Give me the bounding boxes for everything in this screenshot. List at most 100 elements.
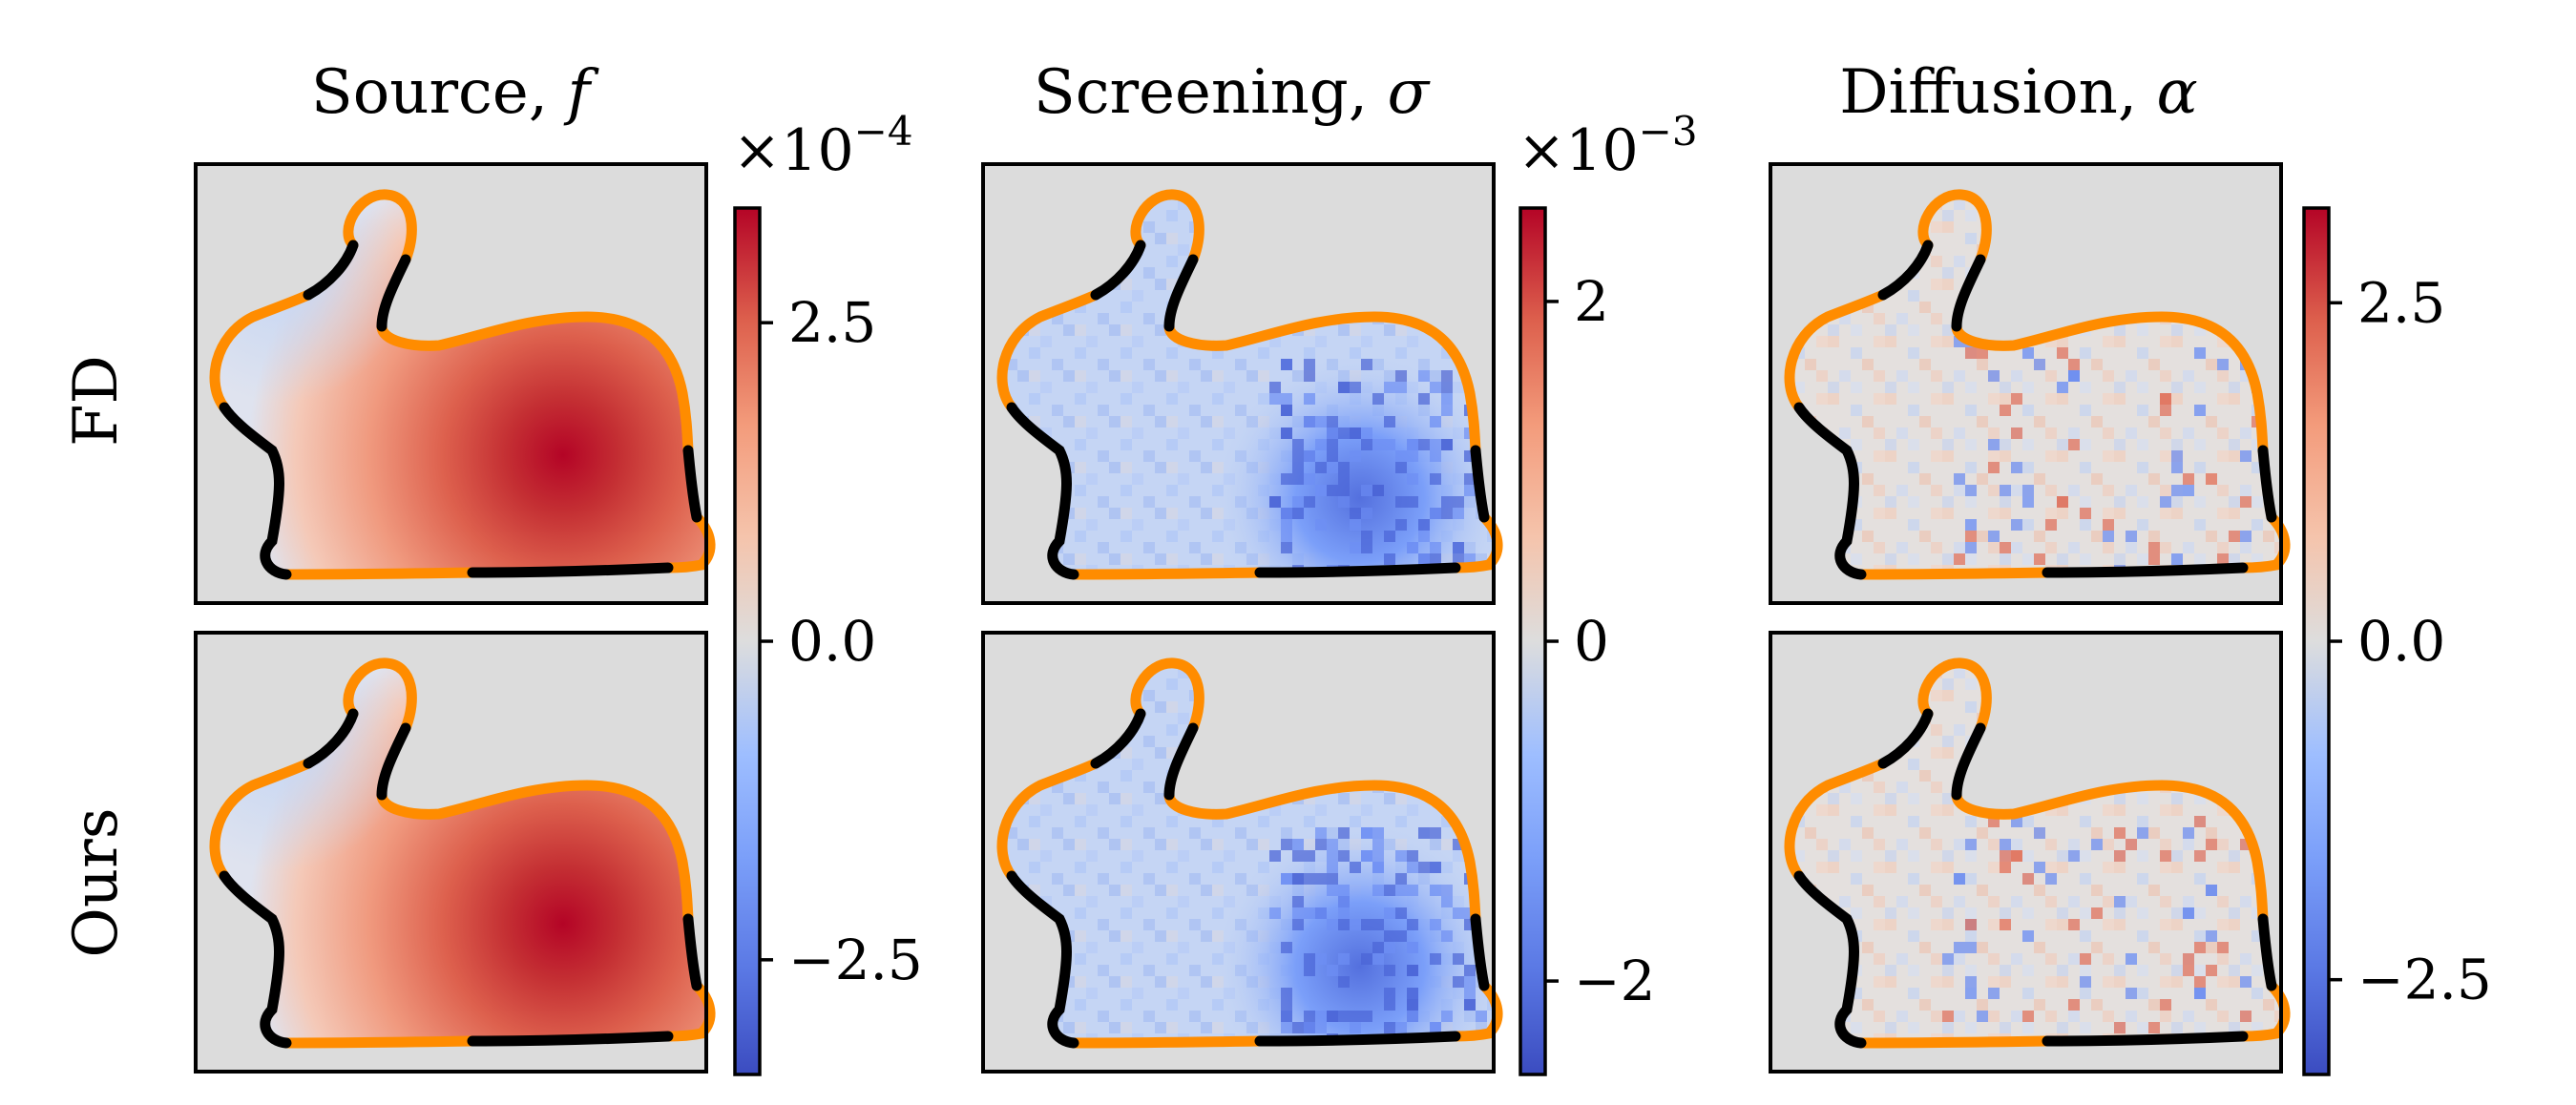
colorbar-gradient: [2304, 208, 2329, 1074]
panel-screening-fd: [981, 162, 1503, 605]
column-title-diffusion-symbol: α: [2157, 57, 2198, 128]
boundary-neumann-segment: [303, 240, 359, 301]
row-label-ours: Ours: [61, 807, 132, 957]
column-title-source-symbol: f: [563, 57, 599, 128]
bunny-boundary: [209, 657, 716, 1049]
boundary-neumann-segment: [2257, 913, 2277, 991]
boundary-neumann-segment: [1090, 708, 1146, 769]
colorbar-screening: 2 0 −2: [1518, 206, 1656, 1076]
boundary-neumann-segment: [376, 254, 411, 332]
colorbar-tick-label: −2: [1574, 949, 1656, 1013]
colorbars: 2.5 0.0 −2.5 2 0 −2 2.5 0.0 −2.5: [733, 206, 2492, 1076]
colorbar-tick-label: 0.0: [2357, 609, 2445, 674]
boundary-dirichlet-segment: [1068, 1035, 1266, 1049]
panel-source-ours: [194, 631, 716, 1074]
boundary-neumann-segment: [2257, 445, 2277, 523]
boundary-dirichlet-segment: [996, 289, 1101, 413]
boundary-neumann-segment: [1163, 722, 1199, 801]
column-title-diffusion: Diffusion, α: [1839, 57, 2197, 128]
column-title-screening-symbol: σ: [1387, 57, 1431, 128]
boundary-dirichlet-segment: [281, 567, 478, 580]
boundary-neumann-segment: [682, 913, 702, 991]
colorbar-diffusion: 2.5 0.0 −2.5: [2302, 206, 2492, 1076]
boundary-dirichlet-segment: [1130, 189, 1204, 265]
boundary-neumann-segment: [1090, 240, 1146, 301]
panel-frame: [194, 162, 708, 605]
colorbar-tick-label: −2.5: [2357, 948, 2492, 1012]
colorbar-tick-label: 2.5: [2357, 270, 2445, 335]
colorbar-tick-label: 0.0: [788, 609, 876, 674]
boundary-neumann-segment: [1951, 722, 1986, 801]
boundary-dirichlet-segment: [1951, 311, 2269, 456]
boundary-neumann-segment: [1163, 254, 1199, 332]
boundary-dirichlet-segment: [209, 289, 314, 413]
boundary-neumann-segment: [1006, 870, 1079, 1049]
boundary-dirichlet-segment: [1784, 289, 1889, 413]
boundary-dirichlet-segment: [376, 780, 694, 925]
column-title-diffusion-text: Diffusion,: [1839, 57, 2156, 128]
boundary-neumann-segment: [1793, 402, 1867, 580]
boundary-neumann-segment: [376, 722, 411, 801]
panel-frame: [1769, 631, 2283, 1074]
column-title-source: Source, f: [311, 57, 600, 128]
panel-source-fd: [194, 162, 716, 605]
boundary-dirichlet-segment: [1130, 657, 1204, 734]
multiplier-source-base: ×10: [733, 117, 854, 184]
boundary-neumann-segment: [2042, 562, 2249, 578]
boundary-neumann-segment: [219, 402, 292, 580]
boundary-dirichlet-segment: [1784, 758, 1889, 882]
boundary-dirichlet-segment: [1917, 189, 1992, 265]
boundary-neumann-segment: [1254, 562, 1461, 578]
colorbar-source: 2.5 0.0 −2.5: [733, 206, 923, 1076]
colorbar-gradient: [1520, 208, 1545, 1074]
boundary-neumann-segment: [219, 870, 292, 1049]
boundary-neumann-segment: [1951, 254, 1986, 332]
boundary-dirichlet-segment: [1163, 780, 1481, 925]
row-label-fd: FD: [61, 355, 132, 447]
boundary-dirichlet-segment: [343, 189, 417, 265]
boundary-dirichlet-segment: [376, 311, 694, 456]
boundary-neumann-segment: [1254, 1031, 1461, 1047]
colorbar-tick-label: 0: [1574, 609, 1609, 674]
bunny-boundary: [209, 189, 716, 580]
heatmap-field: [1002, 194, 1494, 574]
boundary-neumann-segment: [1006, 402, 1079, 580]
boundary-neumann-segment: [1877, 240, 1934, 301]
column-title-screening: Screening, σ: [1034, 57, 1432, 128]
multiplier-screening-base: ×10: [1518, 117, 1639, 184]
colorbar-tick-label: −2.5: [788, 928, 923, 992]
boundary-neumann-segment: [1877, 708, 1934, 769]
boundary-neumann-segment: [467, 562, 674, 578]
boundary-dirichlet-segment: [343, 657, 417, 734]
panel-frame: [1769, 162, 2283, 605]
multiplier-screening: ×10−3: [1518, 108, 1698, 184]
boundary-dirichlet-segment: [209, 758, 314, 882]
boundary-neumann-segment: [1793, 870, 1867, 1049]
boundary-neumann-segment: [1470, 913, 1490, 991]
boundary-dirichlet-segment: [1163, 311, 1481, 456]
boundary-dirichlet-segment: [1068, 567, 1266, 580]
boundary-dirichlet-segment: [1855, 567, 2053, 580]
panel-frame: [981, 631, 1496, 1074]
bunny-boundary: [1784, 657, 2291, 1049]
boundary-neumann-segment: [1470, 445, 1490, 523]
panel-screening-ours: [981, 631, 1503, 1074]
boundary-dirichlet-segment: [996, 758, 1101, 882]
heatmap-panels: [194, 162, 2291, 1074]
colorbar-gradient: [735, 208, 760, 1074]
column-title-screening-text: Screening,: [1034, 57, 1388, 128]
boundary-neumann-segment: [303, 708, 359, 769]
colorbar-tick-label: 2.5: [788, 290, 876, 355]
panel-diffusion-ours: [1769, 631, 2291, 1074]
bunny-boundary: [1784, 189, 2291, 580]
panel-frame: [194, 631, 708, 1074]
boundary-dirichlet-segment: [1855, 1035, 2053, 1049]
colorbar-tick-label: 2: [1574, 269, 1609, 334]
boundary-neumann-segment: [682, 445, 702, 523]
boundary-dirichlet-segment: [1917, 657, 1992, 734]
panel-diffusion-fd: [1769, 162, 2291, 605]
column-title-source-text: Source,: [311, 57, 568, 128]
boundary-dirichlet-segment: [1951, 780, 2269, 925]
panel-frame: [981, 162, 1496, 605]
boundary-neumann-segment: [467, 1031, 674, 1047]
